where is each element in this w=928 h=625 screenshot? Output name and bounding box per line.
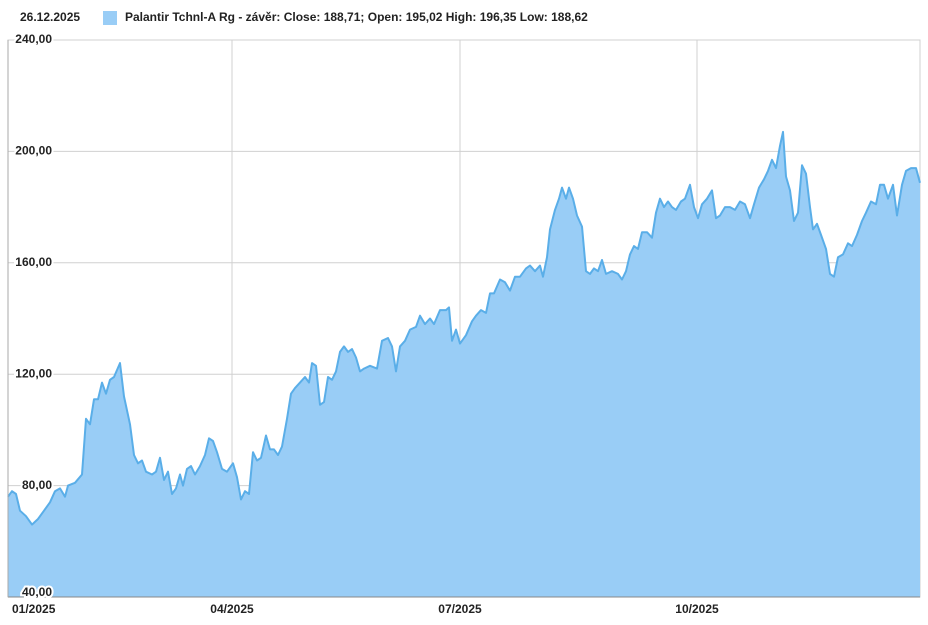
y-tick-label: 40,00 <box>22 585 52 599</box>
plot-area <box>7 39 921 598</box>
y-tick-label: 160,00 <box>15 255 52 269</box>
y-tick-label: 240,00 <box>15 32 52 46</box>
y-tick-label: 120,00 <box>15 366 52 380</box>
area-fill <box>8 131 920 597</box>
x-tick-label: 04/2025 <box>210 602 254 616</box>
area-line <box>7 130 921 526</box>
chart-date: 26.12.2025 <box>20 10 80 24</box>
legend-swatch <box>103 11 117 25</box>
y-tick-label: 200,00 <box>15 144 52 158</box>
legend-label: Palantir Tchnl-A Rg - závěr: Close: 188,… <box>125 10 588 24</box>
x-tick-label: 07/2025 <box>438 602 482 616</box>
x-tick-label: 01/2025 <box>12 602 56 616</box>
y-tick-label: 80,00 <box>22 478 52 492</box>
x-tick-label: 10/2025 <box>675 602 719 616</box>
tick-layer: 40,00 80,00 120,00 160,00 200,00 240,00 01/202… <box>10 30 721 618</box>
